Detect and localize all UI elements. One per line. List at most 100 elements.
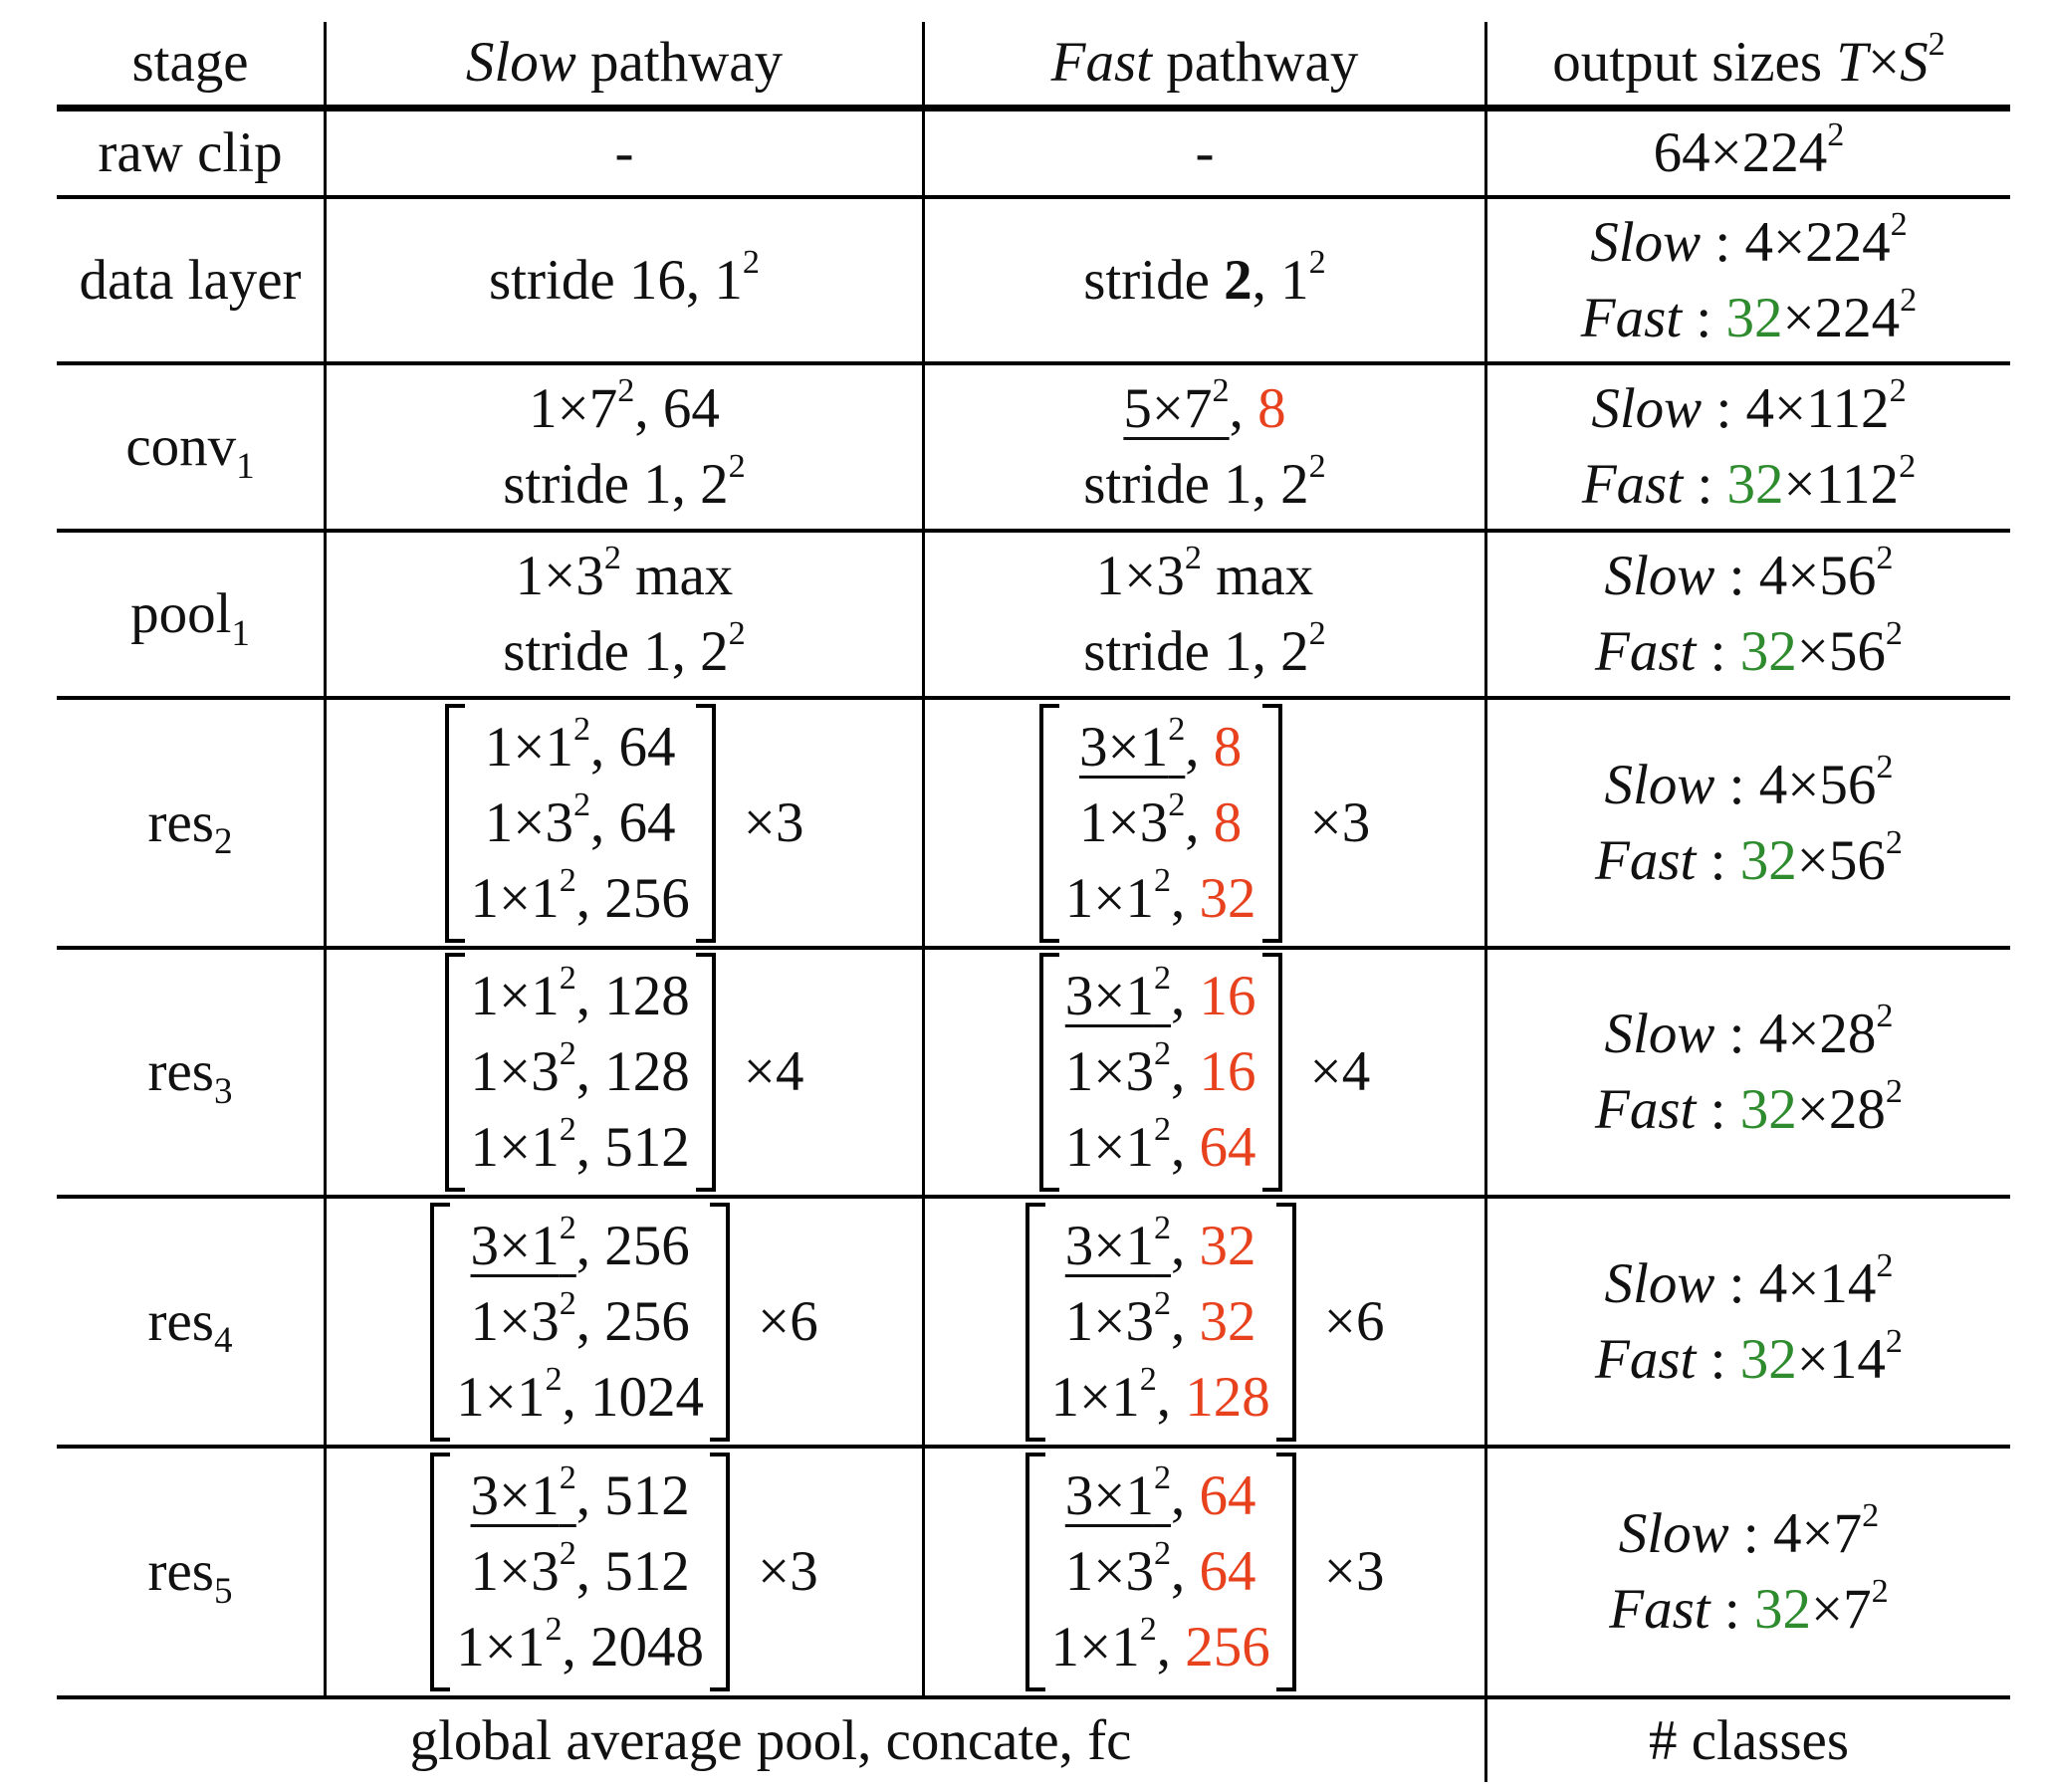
block-line: 3×12, 8 [1079,710,1243,779]
row-res4-fast: 3×12, 32 1×32, 32 1×12, 128 ×6 [925,1199,1484,1445]
repeat-count: ×4 [743,1040,804,1103]
block-line: 1×12, 64 [1064,1111,1256,1179]
kernel-line: 1×72, 64 [529,372,720,440]
block-line: 1×12, 2048 [456,1611,705,1679]
block-line: 3×12, 16 [1064,960,1256,1027]
row-res5-slow: 3×12, 512 1×32, 512 1×12, 2048 ×3 [327,1449,922,1695]
stride-line: stride 1, 22 [503,448,746,516]
row-rule [57,946,2010,950]
row-conv1-fast: 5×72, 8 stride 1, 22 [925,365,1484,529]
row-pool1-fast: 1×32 max stride 1, 22 [925,533,1484,696]
block-line: 1×12, 32 [1064,861,1256,930]
block-line: 1×32, 64 [484,785,676,854]
row-conv1-output: Slow : 4×1122 Fast : 32×1122 [1487,365,2010,529]
row-conv1-stage: conv1 [125,415,255,487]
bottleneck-block: 3×12, 64 1×32, 64 1×12, 256 [1025,1453,1297,1691]
block-line: 1×32, 512 [470,1535,690,1603]
output-slow-line: Slow : 4×72 [1618,1497,1880,1565]
output-slow-line: Slow : 4×562 [1604,540,1894,607]
kernel-line: 5×72, 8 [1123,372,1286,440]
row-pool1-stage: pool1 [130,582,250,654]
stride-line: stride 1, 22 [503,615,746,683]
row-data-stage: data layer [79,248,302,312]
header-rule [57,105,2010,112]
output-slow-line: Slow : 4×142 [1604,1246,1894,1315]
row-res4-output: Slow : 4×142 Fast : 32×142 [1487,1199,2010,1445]
bottleneck-block: 1×12, 128 1×32, 128 1×12, 512 [444,953,717,1192]
row-raw-stage: raw clip [98,121,283,184]
row-res3-fast: 3×12, 16 1×32, 16 1×12, 64 ×4 [925,950,1484,1195]
block-line: 1×12, 1024 [456,1360,705,1429]
row-rule [57,696,2010,700]
row-res2-slow: 1×12, 64 1×32, 64 1×12, 256 ×3 [327,700,922,946]
footer-rule [57,1695,2010,1699]
kernel-line: 1×32 max [1095,540,1314,607]
block-line: 1×32, 8 [1079,785,1243,854]
bottleneck-block: 3×12, 256 1×32, 256 1×12, 1024 [430,1202,730,1442]
block-line: 1×12, 64 [484,710,676,779]
block-line: 1×12, 128 [470,960,690,1027]
column-rule [922,22,925,1695]
row-res2-output: Slow : 4×562 Fast : 32×562 [1487,700,2010,946]
row-rule [57,195,2010,199]
row-rule [57,1445,2010,1449]
output-fast-line: Fast : 32×562 [1595,823,1903,892]
header-fast-pathway: Fast pathway [1050,30,1359,94]
row-res2-stage: res2 [147,790,233,863]
output-fast-line: Fast : 32×562 [1595,615,1903,683]
row-res5-stage: res5 [147,1540,233,1612]
row-rule [57,1195,2010,1199]
output-fast-line: Fast : 32×142 [1595,1322,1903,1391]
output-slow-line: Slow : 4×562 [1604,748,1894,816]
row-raw-slow: - [614,121,634,184]
row-data-fast: stride 2, 12 [1083,243,1326,312]
column-rule [1484,22,1487,1782]
row-raw-output: 64×2242 [1653,116,1845,184]
row-res3-stage: res3 [147,1040,233,1112]
row-raw-fast: - [1195,121,1215,184]
header-stage: stage [131,30,249,94]
bottleneck-block: 3×12, 32 1×32, 32 1×12, 128 [1025,1202,1297,1442]
row-rule [57,361,2010,365]
bottleneck-block: 3×12, 512 1×32, 512 1×12, 2048 [430,1453,730,1691]
block-line: 1×32, 16 [1064,1035,1256,1103]
output-fast-line: Fast : 32×2242 [1580,281,1918,349]
row-res5-fast: 3×12, 64 1×32, 64 1×12, 256 ×3 [925,1449,1484,1695]
block-line: 1×12, 128 [1050,1360,1270,1429]
block-line: 3×12, 32 [1064,1209,1256,1277]
header-slow-pathway: Slow pathway [465,30,784,94]
row-res2-fast: 3×12, 8 1×32, 8 1×12, 32 ×3 [925,700,1484,946]
repeat-count: ×3 [1309,790,1371,854]
kernel-line: 1×32 max [515,540,734,607]
repeat-count: ×4 [1309,1040,1371,1103]
row-rule [57,529,2010,533]
row-res3-output: Slow : 4×282 Fast : 32×282 [1487,950,2010,1195]
repeat-count: ×3 [758,1540,818,1603]
output-slow-line: Slow : 4×1122 [1591,372,1907,440]
output-fast-line: Fast : 32×1122 [1581,448,1917,516]
block-line: 3×12, 64 [1064,1459,1256,1527]
output-slow-line: Slow : 4×2242 [1590,205,1908,274]
block-line: 1×32, 32 [1064,1284,1256,1353]
block-line: 1×32, 128 [470,1035,690,1103]
stride-line: stride 1, 22 [1083,448,1326,516]
output-fast-line: Fast : 32×282 [1595,1073,1903,1141]
row-res5-output: Slow : 4×72 Fast : 32×72 [1487,1449,2010,1695]
row-res4-slow: 3×12, 256 1×32, 256 1×12, 1024 ×6 [327,1199,922,1445]
footer-classes: # classes [1648,1709,1850,1772]
repeat-count: ×3 [1323,1540,1385,1603]
block-line: 1×12, 512 [470,1111,690,1179]
header-output-sizes: output sizes T×S2 [1552,25,1945,94]
row-conv1-slow: 1×72, 64 stride 1, 22 [327,365,922,529]
block-line: 3×12, 256 [470,1209,690,1277]
row-res3-slow: 1×12, 128 1×32, 128 1×12, 512 ×4 [327,950,922,1195]
block-line: 3×12, 512 [470,1459,690,1527]
block-line: 1×32, 256 [470,1284,690,1353]
repeat-count: ×6 [1323,1289,1385,1353]
bottleneck-block: 3×12, 16 1×32, 16 1×12, 64 [1038,953,1282,1192]
output-slow-line: Slow : 4×282 [1604,998,1894,1065]
output-fast-line: Fast : 32×72 [1609,1573,1889,1641]
bottleneck-block: 3×12, 8 1×32, 8 1×12, 32 [1038,703,1282,943]
row-data-output: Slow : 4×2242 Fast : 32×2242 [1487,199,2010,361]
